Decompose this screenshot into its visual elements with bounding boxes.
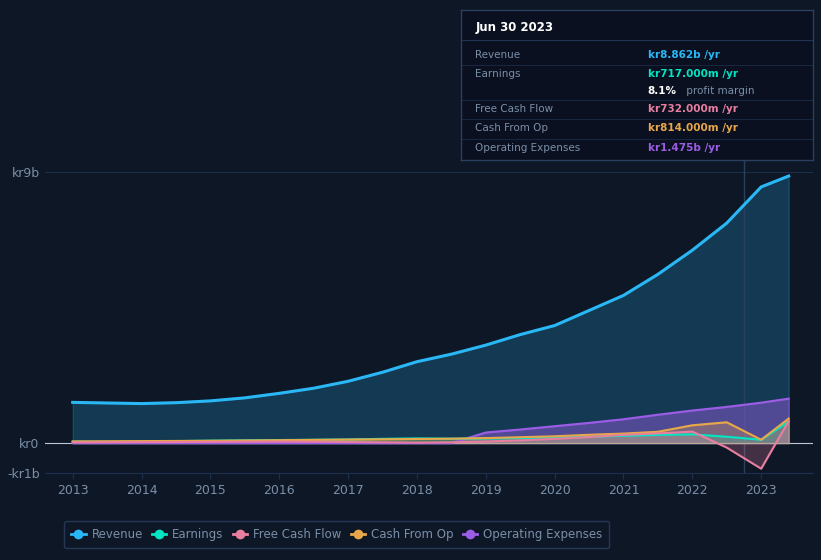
Text: kr1.475b /yr: kr1.475b /yr xyxy=(648,143,720,152)
Text: Free Cash Flow: Free Cash Flow xyxy=(475,104,553,114)
Text: 8.1%: 8.1% xyxy=(648,86,677,96)
Text: kr717.000m /yr: kr717.000m /yr xyxy=(648,69,737,79)
Text: kr732.000m /yr: kr732.000m /yr xyxy=(648,104,737,114)
Text: profit margin: profit margin xyxy=(683,86,754,96)
Text: Operating Expenses: Operating Expenses xyxy=(475,143,580,152)
Text: Earnings: Earnings xyxy=(475,69,521,79)
Text: Revenue: Revenue xyxy=(475,49,521,59)
Legend: Revenue, Earnings, Free Cash Flow, Cash From Op, Operating Expenses: Revenue, Earnings, Free Cash Flow, Cash … xyxy=(64,521,609,548)
Text: Jun 30 2023: Jun 30 2023 xyxy=(475,21,553,34)
Text: kr814.000m /yr: kr814.000m /yr xyxy=(648,123,737,133)
Text: Cash From Op: Cash From Op xyxy=(475,123,548,133)
Text: kr8.862b /yr: kr8.862b /yr xyxy=(648,49,719,59)
